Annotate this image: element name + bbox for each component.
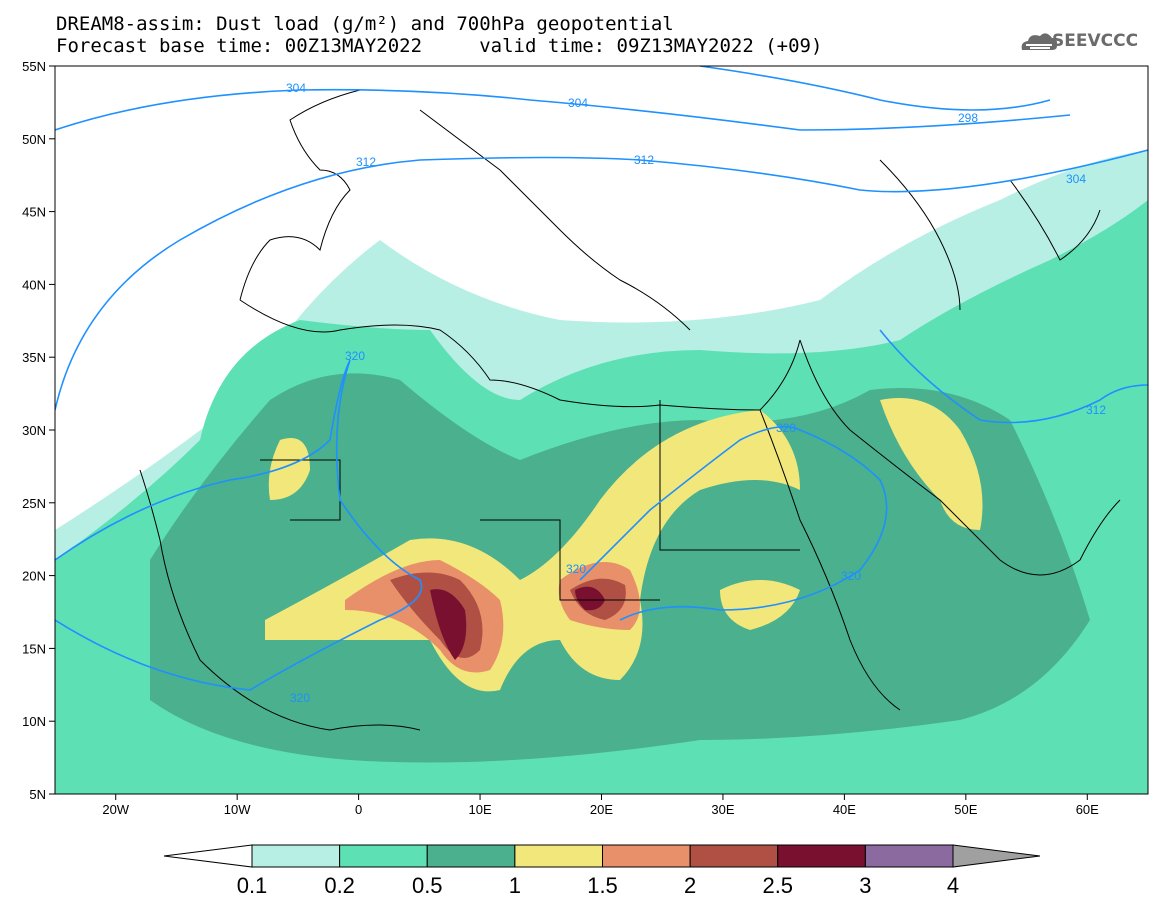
contour-label: 304	[286, 81, 306, 95]
contour-label: 320	[841, 569, 861, 583]
cloud-icon	[1021, 33, 1058, 50]
lat-label: 40N	[22, 277, 46, 292]
colorbar-segment	[426, 844, 516, 868]
colorbar-segment	[689, 844, 779, 868]
contour-label: 320	[776, 421, 796, 435]
colorbar-segment	[339, 844, 428, 868]
lon-label: 20E	[590, 802, 613, 817]
lat-label: 30N	[22, 423, 46, 438]
colorbar-under-triangle	[163, 844, 253, 868]
lon-label: 10W	[224, 802, 251, 817]
colorbar-label: 2	[684, 873, 696, 898]
colorbar-label: 0.1	[237, 873, 268, 898]
map-title-line1: DREAM8-assim: Dust load (g/m²) and 700hP…	[56, 13, 674, 35]
lat-label: 50N	[22, 132, 46, 147]
lon-label: 10E	[468, 802, 491, 817]
colorbar-segment	[777, 844, 866, 868]
lat-label: 45N	[22, 205, 46, 220]
lon-label: 40E	[833, 802, 856, 817]
colorbar-segment	[864, 844, 954, 868]
lat-label: 25N	[22, 496, 46, 511]
contour-label: 320	[566, 562, 586, 576]
lon-label: 30E	[711, 802, 734, 817]
longitude-axis: 20W 10W 0 10E 20E 30E 40E 50E 60E	[102, 794, 1099, 817]
lat-label: 10N	[22, 714, 46, 729]
dust-region-2-5	[430, 589, 467, 660]
dust-region-2-5b	[575, 586, 605, 611]
contour-label: 312	[356, 155, 376, 169]
contour-label: 320	[290, 691, 310, 705]
contour-label: 312	[634, 153, 654, 167]
contour-labels: 304 304 298 312 312 304 320 312 320 320 …	[286, 81, 1106, 705]
geopotential-contours	[55, 66, 1148, 691]
lat-label: 35N	[22, 350, 46, 365]
dust-region-1c	[268, 438, 310, 500]
colorbar-segment	[514, 844, 603, 868]
lat-label: 15N	[22, 641, 46, 656]
dust-field	[55, 150, 1148, 794]
lat-label: 5N	[29, 787, 46, 802]
colorbar-label: 2.5	[762, 873, 793, 898]
colorbar-label: 1.5	[587, 873, 618, 898]
contour-label: 312	[1086, 403, 1106, 417]
lon-label: 20W	[102, 802, 129, 817]
colorbar-segment	[251, 844, 341, 868]
colorbar-label: 3	[859, 873, 871, 898]
latitude-axis: 55N 50N 45N 40N 35N 30N 25N 20N 15N 10N 5N	[22, 59, 55, 802]
colorbar-segment	[602, 844, 691, 868]
logo-text: SEEVCCC	[1052, 31, 1139, 51]
contour-label: 320	[345, 349, 365, 363]
dust-region-1b	[880, 398, 983, 530]
lon-label: 60E	[1076, 802, 1099, 817]
lat-label: 20N	[22, 569, 46, 584]
colorbar-label: 0.2	[324, 873, 355, 898]
contour-label: 304	[1066, 172, 1086, 186]
contour-label: 298	[958, 111, 978, 125]
colorbar: 0.1 0.2 0.5 1 1.5 2 2.5 3 4	[163, 844, 1041, 898]
colorbar-label: 1	[509, 873, 521, 898]
colorbar-label: 0.5	[412, 873, 443, 898]
colorbar-over-triangle	[952, 844, 1041, 868]
dust-region-1d	[720, 580, 800, 630]
map-title-line2: Forecast base time: 00Z13MAY2022 valid t…	[56, 35, 823, 57]
lon-label: 0	[355, 802, 362, 817]
contour-label: 304	[568, 96, 588, 110]
lat-label: 55N	[22, 59, 46, 74]
colorbar-label: 4	[947, 873, 959, 898]
lon-label: 50E	[954, 802, 977, 817]
